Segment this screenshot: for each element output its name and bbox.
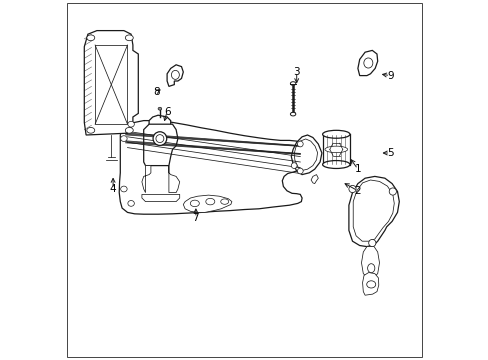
Polygon shape bbox=[361, 247, 379, 277]
Ellipse shape bbox=[322, 161, 349, 168]
Polygon shape bbox=[143, 124, 178, 166]
Polygon shape bbox=[310, 175, 318, 184]
Polygon shape bbox=[291, 135, 321, 175]
Text: 8: 8 bbox=[153, 87, 159, 97]
Ellipse shape bbox=[121, 136, 127, 141]
Ellipse shape bbox=[127, 121, 134, 127]
Ellipse shape bbox=[87, 35, 95, 41]
Polygon shape bbox=[95, 45, 127, 124]
Ellipse shape bbox=[363, 58, 372, 68]
Ellipse shape bbox=[291, 163, 296, 168]
Ellipse shape bbox=[290, 82, 295, 85]
Polygon shape bbox=[142, 166, 151, 193]
Ellipse shape bbox=[220, 199, 228, 204]
Ellipse shape bbox=[158, 107, 162, 110]
Ellipse shape bbox=[87, 127, 95, 133]
Text: 3: 3 bbox=[293, 67, 300, 77]
Polygon shape bbox=[362, 273, 378, 295]
Ellipse shape bbox=[368, 239, 375, 247]
Polygon shape bbox=[357, 50, 377, 76]
Ellipse shape bbox=[121, 186, 127, 192]
Ellipse shape bbox=[125, 127, 133, 133]
Text: 7: 7 bbox=[192, 213, 199, 223]
Ellipse shape bbox=[205, 198, 214, 205]
Polygon shape bbox=[168, 166, 179, 193]
Ellipse shape bbox=[290, 112, 295, 116]
Polygon shape bbox=[142, 194, 179, 202]
Polygon shape bbox=[348, 176, 399, 247]
Ellipse shape bbox=[348, 185, 355, 193]
Ellipse shape bbox=[388, 188, 396, 195]
Polygon shape bbox=[183, 195, 231, 212]
Polygon shape bbox=[84, 31, 138, 135]
Text: 1: 1 bbox=[354, 164, 361, 174]
Ellipse shape bbox=[366, 281, 375, 288]
Ellipse shape bbox=[297, 168, 303, 174]
Ellipse shape bbox=[297, 141, 303, 147]
Polygon shape bbox=[149, 115, 170, 131]
Text: 9: 9 bbox=[386, 71, 393, 81]
Polygon shape bbox=[119, 121, 306, 214]
Ellipse shape bbox=[322, 130, 349, 138]
Text: 5: 5 bbox=[386, 148, 393, 158]
Text: 6: 6 bbox=[163, 107, 170, 117]
Ellipse shape bbox=[125, 35, 133, 41]
Ellipse shape bbox=[153, 132, 166, 145]
Ellipse shape bbox=[325, 146, 347, 153]
Ellipse shape bbox=[190, 200, 199, 207]
Text: 2: 2 bbox=[354, 186, 361, 196]
Polygon shape bbox=[167, 65, 183, 86]
Text: 4: 4 bbox=[110, 184, 116, 194]
Ellipse shape bbox=[171, 71, 179, 80]
Ellipse shape bbox=[367, 264, 374, 273]
Ellipse shape bbox=[156, 135, 163, 143]
Ellipse shape bbox=[127, 201, 134, 206]
